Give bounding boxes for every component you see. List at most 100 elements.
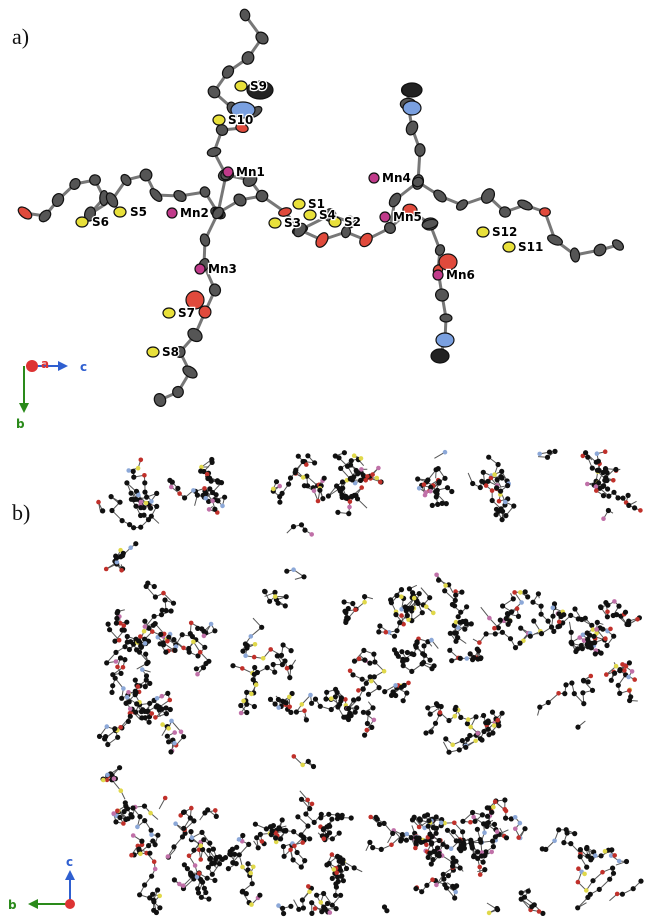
atom xyxy=(340,479,345,484)
atom xyxy=(490,488,495,493)
atom xyxy=(131,475,136,480)
atom xyxy=(607,877,612,882)
atom xyxy=(624,622,629,627)
atom xyxy=(491,844,496,849)
atom xyxy=(551,606,556,611)
atom xyxy=(286,482,291,487)
atom xyxy=(330,876,335,881)
atom xyxy=(453,593,458,598)
atom xyxy=(155,833,160,838)
atom xyxy=(492,822,497,827)
atom xyxy=(112,639,117,644)
atom xyxy=(609,678,614,683)
atom xyxy=(442,882,447,887)
atom xyxy=(356,688,361,693)
atom xyxy=(421,643,426,648)
atom xyxy=(181,364,200,381)
atom xyxy=(246,842,251,847)
atom xyxy=(324,862,329,867)
atom xyxy=(343,494,348,499)
atom xyxy=(213,808,218,813)
atom xyxy=(212,861,217,866)
atom xyxy=(243,653,248,658)
atom xyxy=(338,466,343,471)
atom xyxy=(138,513,143,518)
atom xyxy=(280,906,285,911)
atom xyxy=(441,877,446,882)
atom-label: S6 xyxy=(92,215,109,229)
atom xyxy=(549,625,554,630)
atom xyxy=(376,466,381,471)
atom xyxy=(450,602,455,607)
atom xyxy=(362,600,367,605)
atom xyxy=(115,610,120,615)
atom xyxy=(360,677,365,682)
atom xyxy=(394,593,399,598)
atom xyxy=(454,883,459,888)
atom xyxy=(561,612,566,617)
atom xyxy=(604,478,609,483)
atom xyxy=(330,836,335,841)
atom xyxy=(528,634,533,639)
atom xyxy=(271,823,276,828)
atom xyxy=(557,620,562,625)
atom xyxy=(104,660,109,665)
atom xyxy=(120,518,125,523)
atom xyxy=(199,626,204,631)
axis-label: c xyxy=(66,855,73,869)
atom xyxy=(252,655,257,660)
atom xyxy=(354,705,359,710)
atom xyxy=(252,665,257,670)
atom xyxy=(152,614,157,619)
atom xyxy=(199,306,211,318)
atom xyxy=(481,470,486,475)
atom xyxy=(303,811,308,816)
atom xyxy=(138,852,143,857)
atom xyxy=(121,665,126,670)
atom xyxy=(171,637,176,642)
atom xyxy=(142,480,147,485)
atom xyxy=(143,624,148,629)
atom xyxy=(417,825,422,830)
atom xyxy=(377,623,382,628)
atom xyxy=(128,714,133,719)
atom xyxy=(309,701,314,706)
atom xyxy=(115,809,120,814)
atom xyxy=(417,486,422,491)
atom xyxy=(436,333,454,347)
atom xyxy=(276,903,281,908)
atom xyxy=(165,691,170,696)
atom xyxy=(301,574,306,579)
atom xyxy=(364,681,369,686)
atom xyxy=(312,489,317,494)
atom xyxy=(154,491,159,496)
atom xyxy=(382,821,387,826)
atom xyxy=(379,847,384,852)
atom xyxy=(494,507,499,512)
atom xyxy=(129,853,134,858)
atom xyxy=(157,705,162,710)
atom xyxy=(398,838,403,843)
atom xyxy=(134,647,139,652)
atom xyxy=(198,650,203,655)
atom xyxy=(432,188,449,204)
atom xyxy=(420,610,425,615)
sulfur xyxy=(304,210,316,220)
atom xyxy=(333,881,338,886)
atom xyxy=(333,453,338,458)
atom xyxy=(155,696,160,701)
atom xyxy=(455,198,470,213)
atom xyxy=(516,198,533,212)
atom xyxy=(334,906,339,911)
atom xyxy=(188,815,193,820)
atom xyxy=(486,820,491,825)
atom xyxy=(611,634,616,639)
atom xyxy=(465,737,470,742)
atom xyxy=(470,481,475,486)
atom xyxy=(142,882,147,887)
atom xyxy=(164,705,169,710)
atom xyxy=(603,636,608,641)
atom xyxy=(563,682,568,687)
atom xyxy=(519,897,524,902)
atom xyxy=(212,878,217,883)
